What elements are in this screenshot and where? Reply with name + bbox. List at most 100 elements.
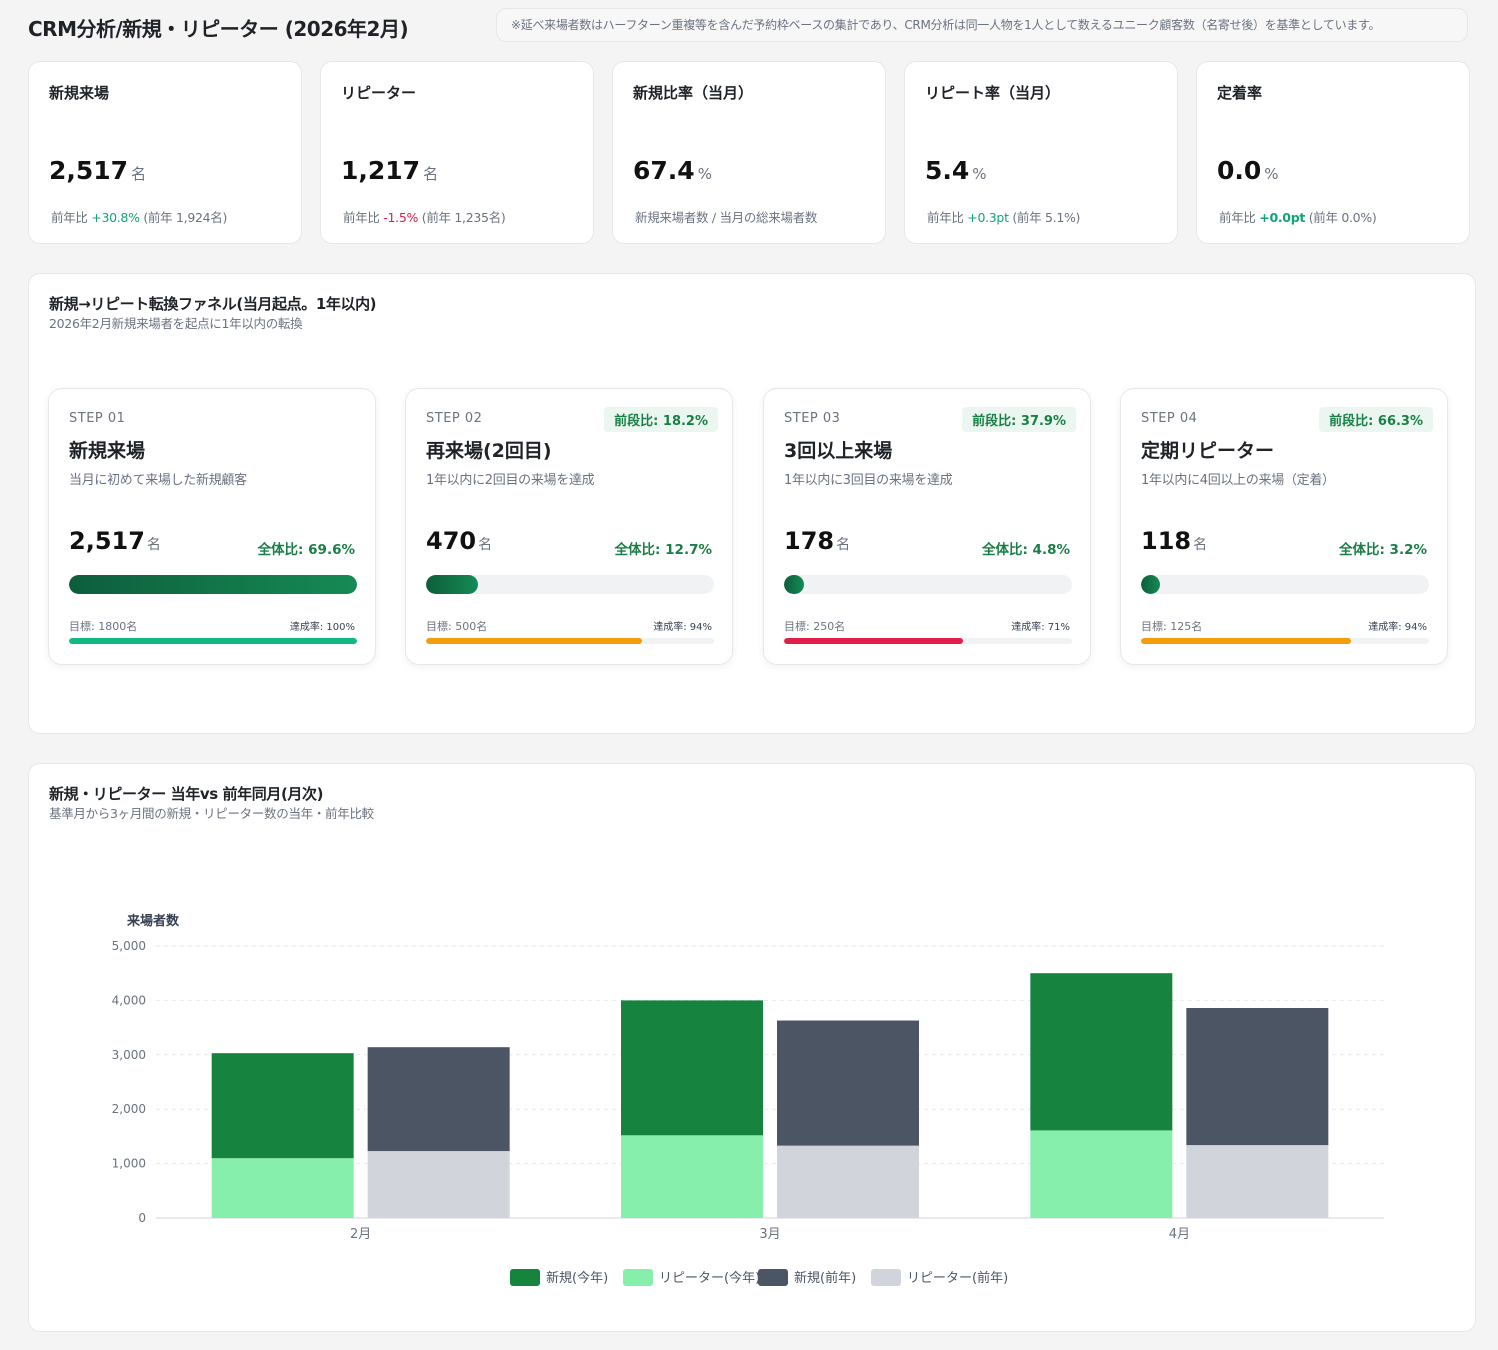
step-count: 118 名	[1141, 527, 1208, 555]
page-header: CRM分析/新規・リピーター (2026年2月) ※延べ来場者数はハーフターン重…	[28, 8, 1470, 44]
x-tick-label: 3月	[759, 1227, 780, 1242]
kpi-delta: +0.0pt	[1259, 210, 1306, 225]
bar-segment	[777, 1020, 919, 1146]
total-ratio: 全体比: 4.8%	[981, 542, 1070, 558]
achievement-label: 達成率: 100%	[289, 622, 355, 633]
bar-segment	[621, 1000, 763, 1136]
kpi-delta: +30.8%	[91, 210, 140, 225]
kpi-value: 0.0%	[1217, 156, 1279, 185]
y-tick-label: 2,000	[112, 1102, 146, 1116]
target-label: 目標: 125名	[1141, 620, 1203, 633]
kpi-comparison: 前年比 +30.8% (前年 1,924名)	[51, 210, 228, 225]
legend-label: リピーター(前年)	[907, 1270, 1008, 1286]
y-tick-label: 5,000	[112, 939, 146, 953]
step-title: 3回以上来場	[784, 440, 893, 462]
kpi-unit: %	[972, 165, 987, 183]
conversion-bar	[1141, 575, 1429, 594]
kpi-unit: %	[697, 165, 712, 183]
step-title: 新規来場	[69, 440, 146, 462]
step-number: STEP 02	[426, 411, 483, 426]
kpi-label: 定着率	[1217, 84, 1263, 102]
achievement-label: 達成率: 71%	[1011, 622, 1070, 633]
comparison-panel: 新規・リピーター 当年vs 前年同月(月次) 基準月から3ヶ月間の新規・リピータ…	[28, 763, 1476, 1332]
achievement-bar-fill	[784, 638, 963, 644]
bar-segment	[367, 1047, 510, 1152]
kpi-unit: 名	[131, 165, 147, 183]
data-notice: ※延べ来場者数はハーフターン重複等を含んだ予約枠ベースの集計であり、CRM分析は…	[496, 8, 1468, 42]
legend-swatch	[871, 1269, 901, 1286]
achievement-bar-fill	[1141, 638, 1351, 644]
stage-ratio-badge: 前段比: 66.3%	[1319, 407, 1433, 432]
conversion-bar-fill	[784, 575, 804, 594]
conversion-bar-fill	[426, 575, 478, 594]
kpi-label: 新規比率（当月）	[633, 84, 754, 102]
step-count: 470 名	[426, 527, 493, 555]
x-tick-label: 2月	[350, 1227, 371, 1242]
achievement-label: 達成率: 94%	[1368, 622, 1427, 633]
bar-segment	[211, 1053, 354, 1159]
funnel-step-card: STEP 04 前段比: 66.3% 定期リピーター 1年以内に4回以上の来場（定着）…	[1120, 388, 1448, 665]
legend-label: 新規(今年)	[546, 1270, 608, 1286]
kpi-label: リピート率（当月）	[925, 84, 1061, 102]
step-description: 1年以内に4回以上の来場（定着）	[1141, 473, 1335, 488]
kpi-card: リピート率（当月） 5.4% 前年比 +0.3pt (前年 5.1%)	[904, 61, 1178, 244]
step-number: STEP 03	[784, 411, 841, 426]
kpi-value: 2,517 名	[49, 156, 147, 185]
achievement-label: 達成率: 94%	[653, 622, 712, 633]
bar-segment	[777, 1145, 919, 1218]
total-ratio: 全体比: 3.2%	[1338, 542, 1427, 558]
funnel-step-card: STEP 02 前段比: 18.2% 再来場(2回目) 1年以内に2回目の来場を達成 4…	[405, 388, 733, 665]
step-description: 1年以内に2回目の来場を達成	[426, 473, 595, 488]
kpi-card: 定着率 0.0% 前年比 +0.0pt (前年 0.0%)	[1196, 61, 1470, 244]
comparison-subtitle: 基準月から3ヶ月間の新規・リピーター数の当年・前年比較	[49, 806, 374, 821]
stage-ratio-badge: 前段比: 18.2%	[604, 407, 718, 432]
kpi-value: 1,217 名	[341, 156, 439, 185]
kpi-card: 新規比率（当月） 67.4% 新規来場者数 / 当月の総来場者数	[612, 61, 886, 244]
step-description: 当月に初めて来場した新規顧客	[69, 473, 247, 488]
kpi-row: 新規来場 2,517 名前年比 +30.8% (前年 1,924名) リピーター 1,2…	[28, 61, 1470, 245]
achievement-bar-fill	[426, 638, 642, 644]
achievement-bar	[1141, 638, 1429, 644]
stage-ratio-badge: 前段比: 37.9%	[962, 407, 1076, 432]
kpi-comparison: 前年比 +0.3pt (前年 5.1%)	[927, 210, 1081, 225]
conversion-bar-fill	[69, 575, 357, 594]
bar-segment	[367, 1151, 510, 1218]
conversion-bar	[426, 575, 714, 594]
kpi-delta: +0.3pt	[967, 210, 1009, 225]
target-label: 目標: 500名	[426, 620, 488, 633]
bar-segment	[1030, 1130, 1173, 1218]
step-description: 1年以内に3回目の来場を達成	[784, 473, 953, 488]
step-number: STEP 01	[69, 411, 126, 426]
achievement-bar	[69, 638, 357, 644]
kpi-comparison: 新規来場者数 / 当月の総来場者数	[635, 210, 818, 225]
achievement-bar-fill	[69, 638, 357, 644]
step-title: 再来場(2回目)	[426, 440, 552, 462]
kpi-card: 新規来場 2,517 名前年比 +30.8% (前年 1,924名)	[28, 61, 302, 244]
funnel-subtitle: 2026年2月新規来場者を起点に1年以内の転換	[49, 316, 303, 331]
total-ratio: 全体比: 12.7%	[614, 542, 712, 558]
x-tick-label: 4月	[1169, 1227, 1190, 1242]
conversion-bar	[784, 575, 1072, 594]
legend-swatch	[758, 1269, 788, 1286]
legend-swatch	[510, 1269, 540, 1286]
step-count: 2,517 名	[69, 527, 161, 555]
legend-label: 新規(前年)	[794, 1270, 856, 1286]
y-tick-label: 3,000	[112, 1048, 146, 1062]
achievement-bar	[426, 638, 714, 644]
target-label: 目標: 1800名	[69, 620, 138, 633]
bar-segment	[211, 1158, 354, 1218]
legend-swatch	[623, 1269, 653, 1286]
funnel-step-card: STEP 03 前段比: 37.9% 3回以上来場 1年以内に3回目の来場を達成 178…	[763, 388, 1091, 665]
y-tick-label: 4,000	[112, 993, 146, 1007]
funnel-panel: 新規→リピート転換ファネル(当月起点。1年以内) 2026年2月新規来場者を起点…	[28, 273, 1476, 734]
y-tick-label: 0	[138, 1211, 146, 1225]
kpi-comparison: 前年比 -1.5% (前年 1,235名)	[343, 210, 506, 225]
y-tick-label: 1,000	[112, 1157, 146, 1171]
conversion-bar	[69, 575, 357, 594]
step-count: 178 名	[784, 527, 851, 555]
legend-label: リピーター(今年)	[659, 1270, 760, 1286]
kpi-unit: %	[1264, 165, 1279, 183]
funnel-title: 新規→リピート転換ファネル(当月起点。1年以内)	[49, 295, 377, 313]
total-ratio: 全体比: 69.6%	[257, 542, 355, 558]
kpi-label: 新規来場	[49, 84, 110, 102]
